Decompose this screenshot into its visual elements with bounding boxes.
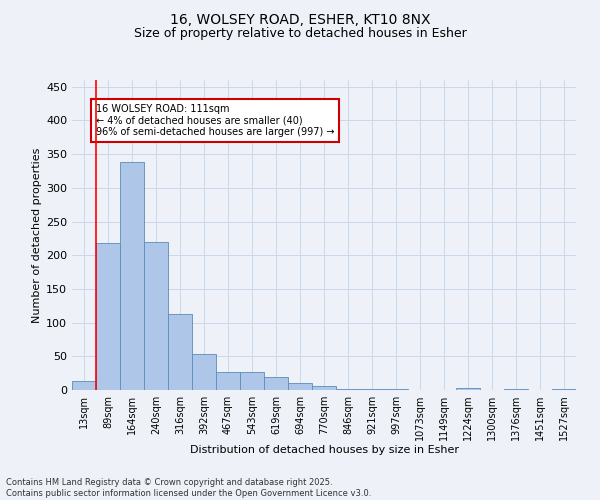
Bar <box>216 372 240 390</box>
Bar <box>144 242 168 390</box>
X-axis label: Distribution of detached houses by size in Esher: Distribution of detached houses by size … <box>190 444 458 454</box>
Bar <box>168 314 192 390</box>
Bar <box>120 162 144 390</box>
Bar <box>264 376 288 390</box>
Bar <box>288 384 312 390</box>
Text: 16 WOLSEY ROAD: 111sqm
← 4% of detached houses are smaller (40)
96% of semi-deta: 16 WOLSEY ROAD: 111sqm ← 4% of detached … <box>96 104 335 137</box>
Text: Contains HM Land Registry data © Crown copyright and database right 2025.
Contai: Contains HM Land Registry data © Crown c… <box>6 478 371 498</box>
Bar <box>552 388 576 390</box>
Bar <box>240 372 264 390</box>
Bar <box>312 386 336 390</box>
Text: 16, WOLSEY ROAD, ESHER, KT10 8NX: 16, WOLSEY ROAD, ESHER, KT10 8NX <box>170 12 430 26</box>
Bar <box>192 354 216 390</box>
Text: Size of property relative to detached houses in Esher: Size of property relative to detached ho… <box>134 28 466 40</box>
Bar <box>336 388 360 390</box>
Bar <box>96 243 120 390</box>
Y-axis label: Number of detached properties: Number of detached properties <box>32 148 42 322</box>
Bar <box>456 388 480 390</box>
Bar <box>72 380 96 390</box>
